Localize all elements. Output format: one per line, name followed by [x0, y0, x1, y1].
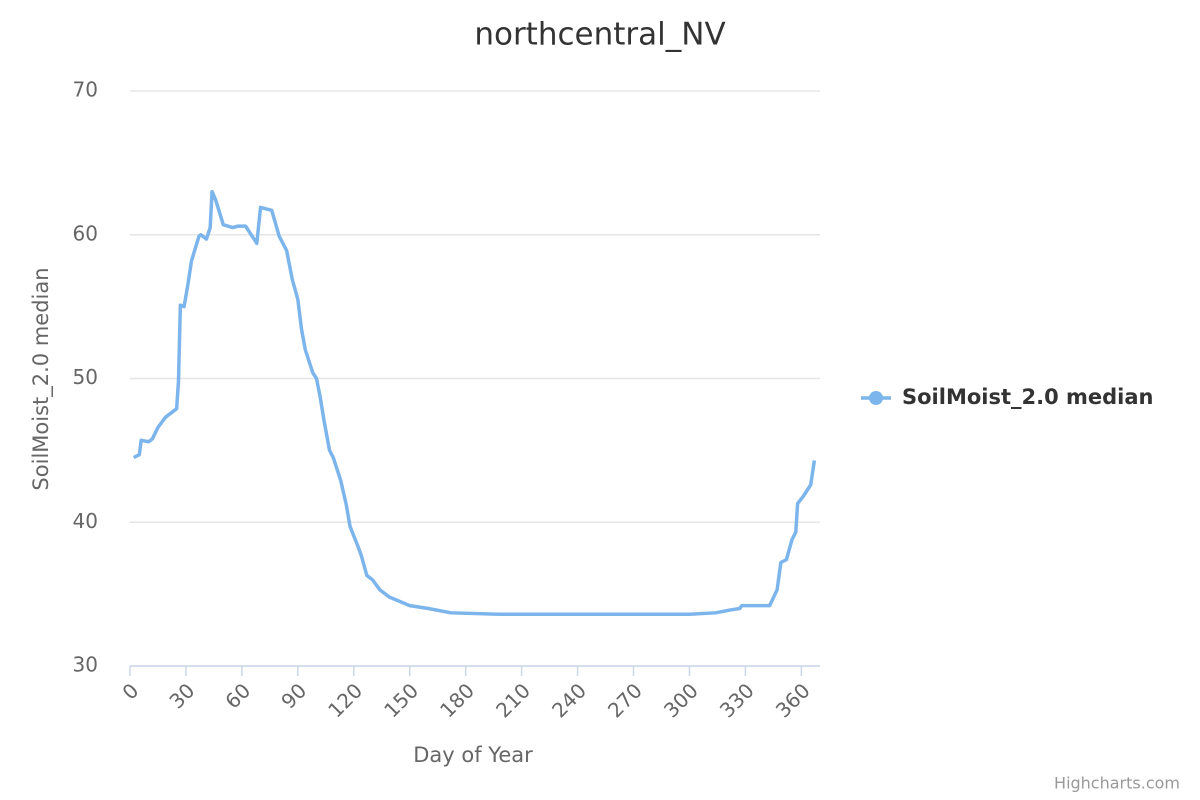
y-tick-label: 50: [73, 365, 98, 389]
y-axis-title: SoilMoist_2.0 median: [29, 267, 54, 490]
x-tick-label: 240: [547, 678, 591, 722]
y-tick-label: 40: [73, 509, 98, 533]
data-line: [132, 189, 817, 616]
x-axis-title: Day of Year: [413, 743, 533, 767]
y-tick-label: 60: [73, 221, 98, 245]
x-tick-label: 150: [379, 678, 423, 722]
x-tick-label: 90: [276, 678, 311, 713]
x-tick-label: 60: [220, 678, 255, 713]
legend-marker: [869, 391, 883, 405]
chart-title: northcentral_NV: [474, 17, 725, 53]
legend-label[interactable]: SoilMoist_2.0 median: [902, 385, 1154, 409]
x-tick-label: 330: [715, 678, 759, 722]
x-tick-label: 120: [323, 678, 367, 722]
x-tick-label: 210: [491, 678, 535, 722]
x-tick-label: 270: [603, 678, 647, 722]
y-tick-label: 70: [73, 78, 98, 102]
x-tick-label: 180: [435, 678, 479, 722]
x-tick-label: 300: [659, 678, 703, 722]
x-tick-label: 30: [164, 678, 199, 713]
x-tick-label: 360: [771, 678, 815, 722]
y-tick-label: 30: [73, 653, 98, 677]
x-tick-label: 0: [117, 678, 143, 704]
credits[interactable]: Highcharts.com: [1054, 774, 1180, 793]
